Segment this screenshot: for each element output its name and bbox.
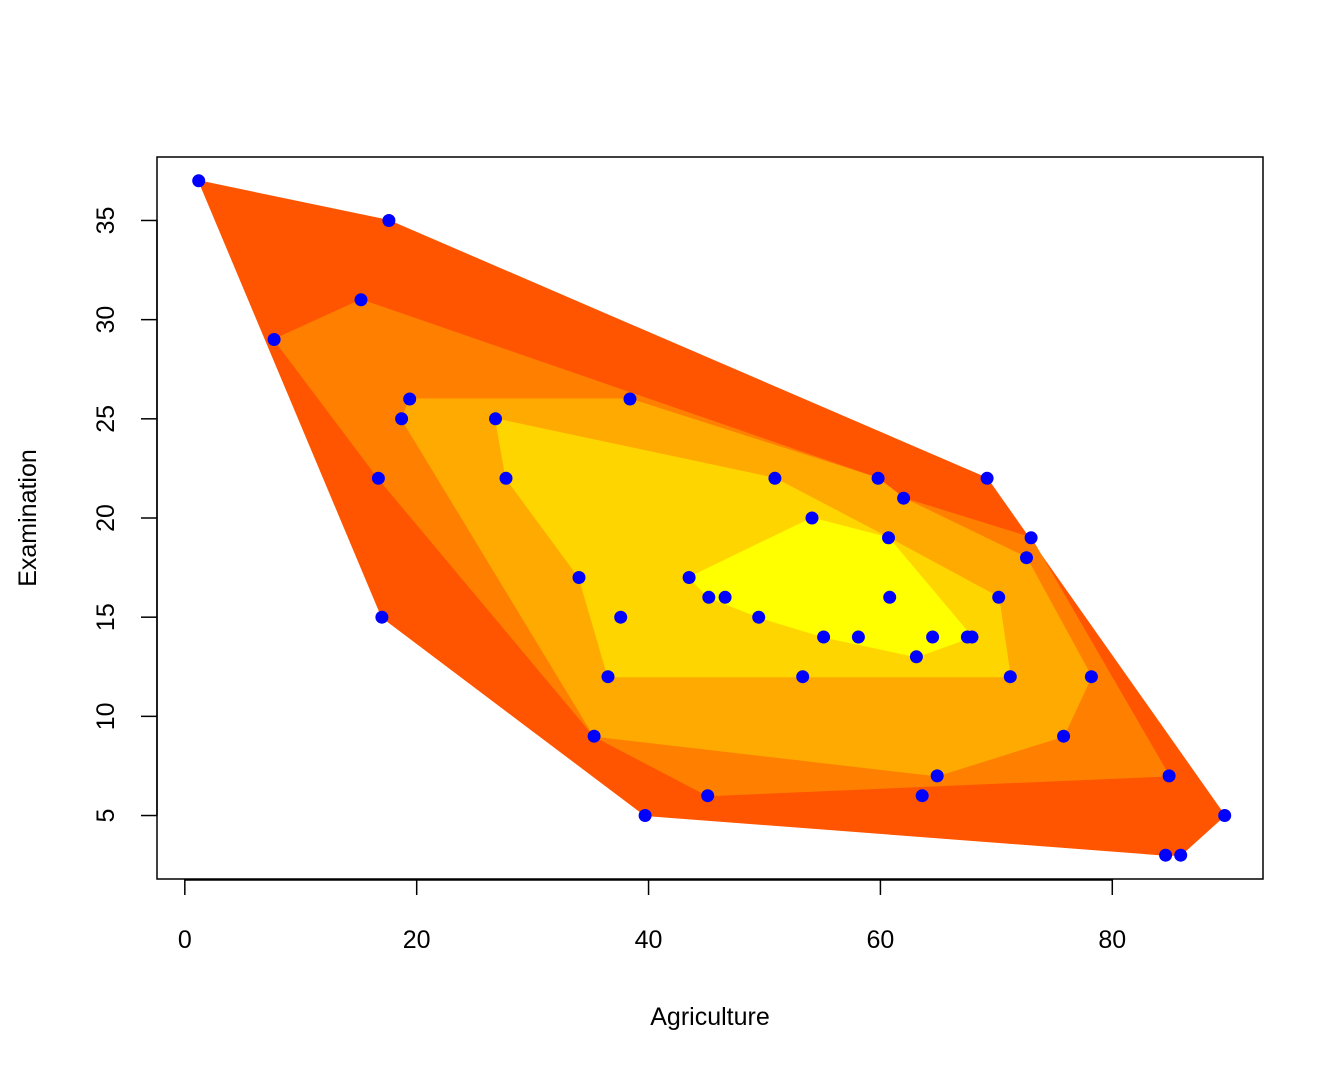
depth-regions	[197, 180, 1226, 856]
data-point	[395, 412, 409, 426]
y-tick-label: 5	[92, 809, 120, 823]
y-axis-title: Examination	[14, 449, 42, 587]
data-point	[375, 610, 389, 624]
data-point	[851, 630, 865, 644]
x-axis: 0 20 40 60 80	[178, 879, 1126, 954]
data-point	[752, 610, 766, 624]
data-point	[796, 670, 810, 684]
y-tick-label: 10	[92, 702, 120, 730]
data-point	[682, 571, 696, 584]
x-tick-label: 0	[178, 926, 192, 954]
data-point	[1057, 729, 1071, 743]
data-point	[403, 392, 417, 406]
data-point	[371, 471, 385, 485]
x-tick-label: 80	[1098, 926, 1126, 954]
data-point	[909, 650, 923, 664]
data-point	[817, 630, 831, 644]
data-point	[897, 491, 911, 505]
x-tick-label: 20	[403, 926, 431, 954]
data-point	[926, 630, 940, 644]
data-point	[1162, 769, 1176, 783]
data-point	[718, 590, 732, 604]
y-tick-label: 30	[92, 306, 120, 334]
data-point	[192, 174, 206, 188]
data-point	[980, 471, 994, 485]
data-point	[768, 471, 782, 485]
data-point	[871, 471, 885, 485]
x-tick-label: 60	[867, 926, 895, 954]
data-point	[1024, 531, 1038, 545]
data-point	[354, 293, 368, 307]
data-point	[601, 670, 615, 684]
data-point	[587, 729, 601, 743]
x-tick-label: 40	[635, 926, 663, 954]
data-point	[702, 590, 716, 604]
y-tick-label: 20	[92, 504, 120, 532]
data-point	[805, 511, 819, 525]
data-point	[930, 769, 944, 783]
data-point	[623, 392, 637, 406]
data-point	[267, 333, 281, 346]
data-points	[192, 174, 1232, 862]
data-point	[499, 471, 513, 485]
y-axis: 5 10 15 20 25 30 35	[92, 207, 158, 823]
data-point	[614, 610, 628, 624]
data-point	[572, 571, 586, 584]
y-tick-label: 35	[92, 207, 120, 235]
data-point	[1003, 670, 1017, 684]
data-point	[1218, 809, 1232, 822]
y-tick-label: 15	[92, 603, 120, 631]
data-point	[915, 789, 929, 803]
data-point	[489, 412, 502, 426]
data-point	[638, 809, 652, 822]
data-point	[882, 531, 895, 545]
data-point	[1084, 670, 1098, 684]
data-point	[1020, 551, 1033, 565]
data-point	[701, 789, 715, 803]
y-tick-label: 25	[92, 405, 120, 433]
data-point	[965, 630, 979, 644]
data-point	[883, 590, 897, 604]
data-point	[382, 214, 396, 227]
data-point	[1174, 848, 1188, 862]
x-axis-title: Agriculture	[650, 1003, 770, 1031]
data-point	[1159, 848, 1173, 862]
data-point	[992, 590, 1006, 604]
